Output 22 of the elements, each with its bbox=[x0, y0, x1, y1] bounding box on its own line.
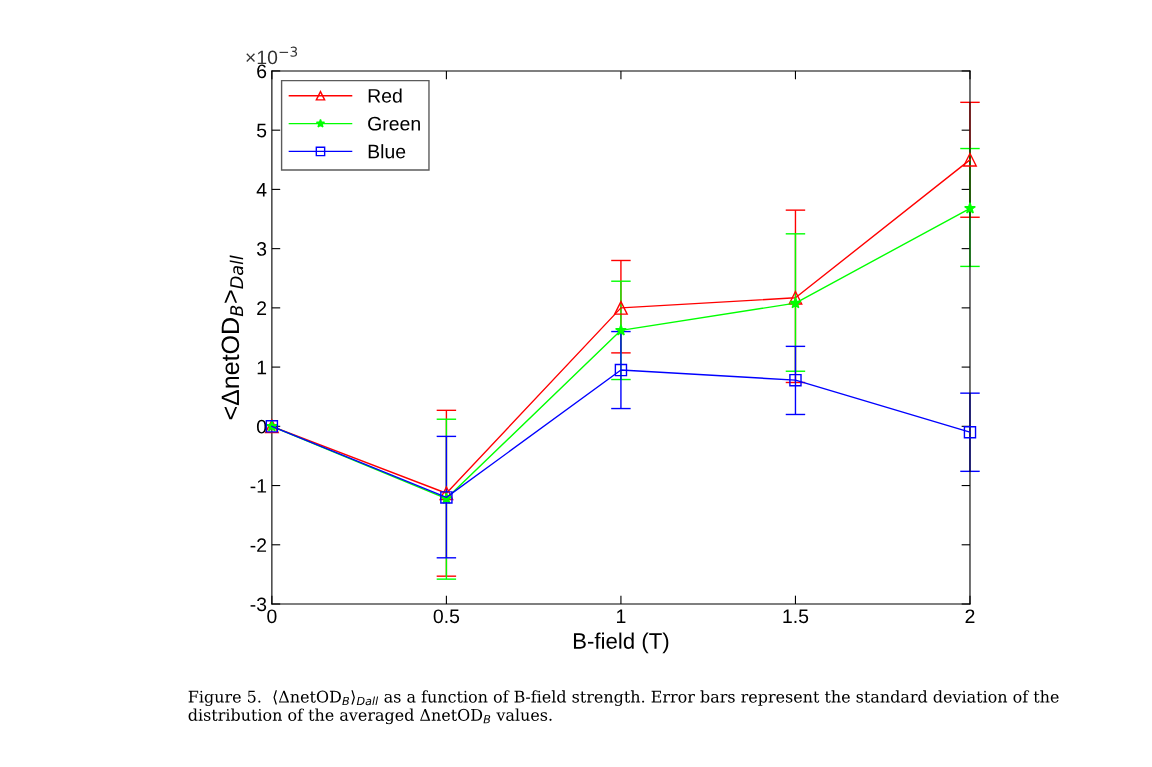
x-tick-label: 0.5 bbox=[433, 609, 460, 624]
text: ×10$^{−3}$ bbox=[246, 46, 298, 65]
y-tick-label: -2 bbox=[250, 538, 267, 552]
legend-label: Green bbox=[368, 116, 420, 131]
y-tick-label: 5 bbox=[256, 123, 267, 138]
x-tick-label: 2 bbox=[965, 609, 975, 623]
x-tick-label: 1 bbox=[617, 609, 626, 623]
y-tick-label: 4 bbox=[256, 183, 267, 197]
y-axis-title: <ΔnetOD$_{B}$>$_{Dall}$ bbox=[221, 255, 244, 420]
y-tick-label: -1 bbox=[250, 479, 267, 493]
y-tick-label: 2 bbox=[257, 301, 267, 315]
x-tick-label: 0 bbox=[267, 609, 277, 624]
y-tick-label: 6 bbox=[257, 64, 267, 79]
x-axis-title: B-field (T) bbox=[573, 632, 669, 654]
y-tick-label: -3 bbox=[250, 597, 267, 612]
y-tick-label: 0 bbox=[256, 419, 267, 434]
legend-label: Blue bbox=[368, 144, 406, 159]
y-tick-label: 3 bbox=[256, 242, 267, 256]
legend-label: Red bbox=[368, 88, 402, 103]
y-tick-label: 1 bbox=[257, 360, 267, 375]
caption: Figure 5. ⟨ΔnetOD$_{B}$⟩$_{Dall}$ as a function of B-field strength. Error bars represent the standard deviation of the distribution of the averaged ΔnetOD$_{B}$ values. bbox=[188, 690, 1059, 725]
x-tick-label: 1.5 bbox=[783, 609, 809, 624]
